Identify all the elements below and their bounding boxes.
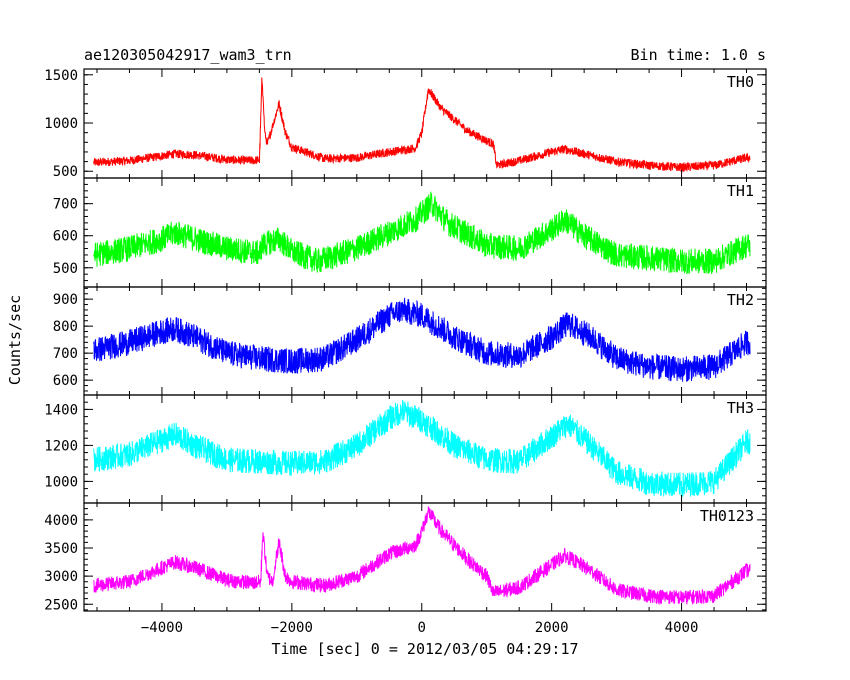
chart-title: ae120305042917_wam3_trn: [84, 46, 292, 64]
y-tick-label: 1000: [44, 474, 78, 490]
y-tick-label: 3000: [44, 569, 78, 585]
x-axis-label: Time [sec] 0 = 2012/03/05 04:29:17: [271, 640, 578, 658]
panel-th3: TH3 1000 1200 1400: [44, 394, 767, 504]
series-th3-line: [93, 399, 751, 498]
y-axis-label: Counts/sec: [6, 295, 24, 385]
panels-group: TH0 500 1000 1500 TH1 500 600 700 TH2 600 700 800 90…: [44, 68, 767, 636]
panel-label: TH0: [727, 73, 754, 91]
panel-label: TH1: [727, 182, 754, 200]
panel-label: TH0123: [700, 507, 754, 525]
y-tick-label: 700: [53, 197, 78, 213]
panel-frame: [83, 68, 767, 179]
x-tick-label: 0: [418, 620, 426, 636]
y-tick-label: 1500: [44, 68, 78, 84]
y-tick-label: 1200: [44, 438, 78, 454]
y-tick-label: 800: [53, 319, 78, 335]
panel-frame: [83, 502, 767, 612]
panel-label: TH2: [727, 291, 754, 309]
y-tick-label: 1400: [44, 402, 78, 418]
panel-th0: TH0 500 1000 1500: [44, 68, 767, 180]
x-tick-label: −2000: [271, 620, 313, 636]
y-tick-label: 2500: [44, 597, 78, 613]
series-th0123-line: [93, 506, 751, 606]
panel-th0123: TH0123 2500 3000 3500 4000: [44, 502, 767, 613]
x-tick-label: 2000: [535, 620, 569, 636]
x-tick-label: 4000: [665, 620, 699, 636]
y-tick-label: 600: [53, 373, 78, 389]
y-tick-label: 600: [53, 229, 78, 245]
y-tick-label: 700: [53, 346, 78, 362]
panel-label: TH3: [727, 399, 754, 417]
panel-th1: TH1 500 600 700: [53, 177, 767, 288]
panel-th2: TH2 600 700 800 900: [53, 286, 767, 396]
y-tick-label: 4000: [44, 513, 78, 529]
bin-time-label: Bin time: 1.0 s: [631, 46, 766, 64]
y-tick-label: 500: [53, 164, 78, 180]
y-tick-label: 900: [53, 292, 78, 308]
series-th2-line: [93, 297, 751, 382]
series-th1-line: [93, 191, 751, 275]
y-tick-label: 3500: [44, 541, 78, 557]
series-th0-line: [93, 77, 751, 173]
y-tick-label: 500: [53, 261, 78, 277]
x-tick-label: −4000: [141, 620, 183, 636]
y-tick-label: 1000: [44, 116, 78, 132]
